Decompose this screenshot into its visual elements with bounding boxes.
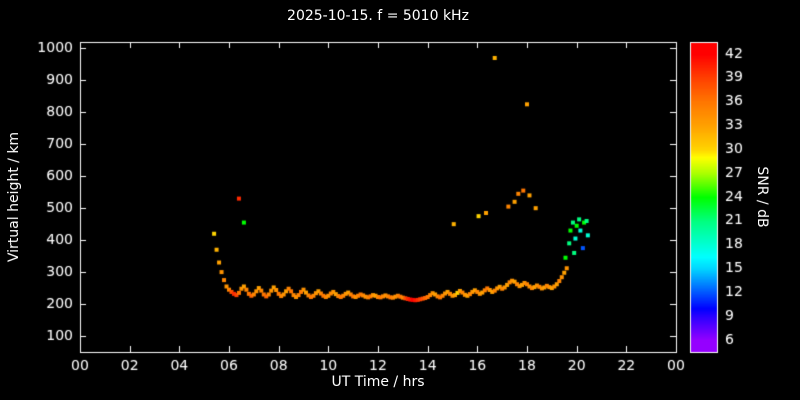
x-axis-label: UT Time / hrs <box>331 374 425 390</box>
y-axis-label: Virtual height / km <box>6 131 22 263</box>
colorbar-label: SNR / dB <box>754 166 770 228</box>
chart-title: 2025-10-15. f = 5010 kHz <box>287 8 469 24</box>
